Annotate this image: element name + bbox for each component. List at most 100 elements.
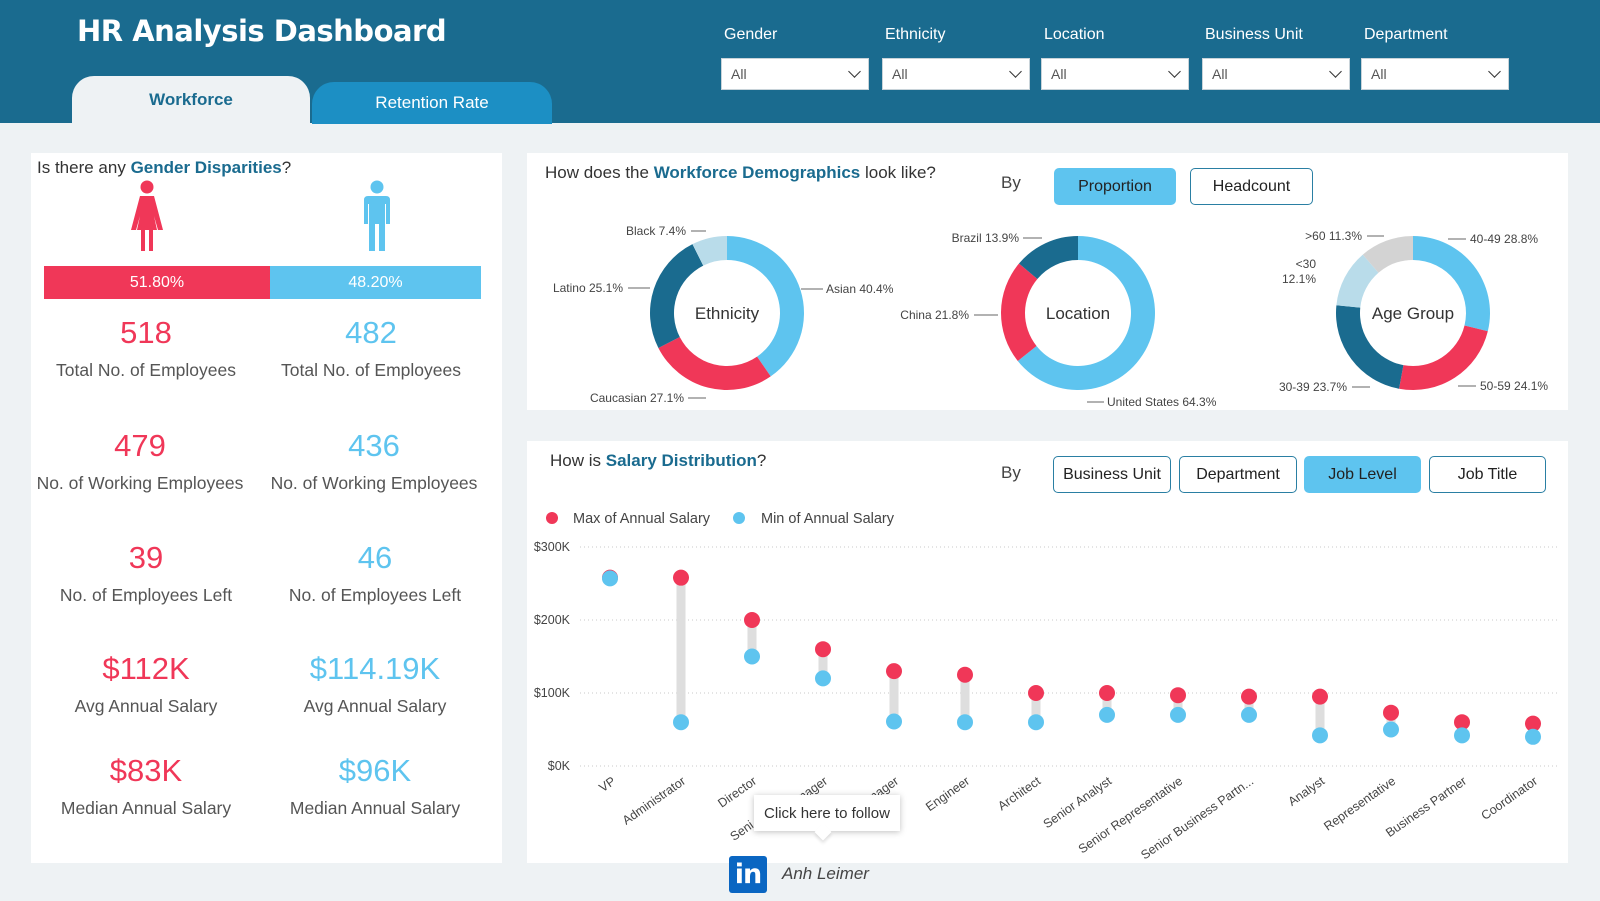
author-name: Anh Leimer <box>782 864 869 883</box>
y-tick-label: $0K <box>548 759 571 773</box>
department-button[interactable]: Department <box>1179 456 1297 493</box>
donut-slice-40-49 <box>1413 236 1490 332</box>
x-tick-label: Engineer <box>923 774 972 814</box>
donut-slice-30-39 <box>1336 305 1404 389</box>
x-tick-label: Director <box>715 774 759 811</box>
min-salary-point <box>1383 721 1399 738</box>
donut-center-label: Ethnicity <box>695 304 760 323</box>
min-salary-point <box>1028 714 1044 731</box>
max-salary-point <box>957 666 973 683</box>
filter-department: Department All <box>1361 26 1509 90</box>
min-salary-point <box>1525 728 1541 745</box>
male-median-salary: $96K Median Annual Salary <box>260 753 490 819</box>
business-unit-dropdown[interactable]: All <box>1202 58 1350 90</box>
slice-label: Brazil 13.9% <box>952 231 1020 245</box>
linkedin-icon[interactable]: in <box>729 856 767 893</box>
stat-value: 482 <box>345 315 397 350</box>
slice-label: Black 7.4% <box>626 224 686 238</box>
follow-tooltip[interactable]: Click here to follow <box>754 795 900 831</box>
tab-retention-rate[interactable]: Retention Rate <box>312 82 552 124</box>
stat-label: Avg Annual Salary <box>74 696 218 716</box>
question-text: ? <box>281 158 292 177</box>
filter-location: Location All <box>1041 26 1189 90</box>
dropdown-value: All <box>731 66 747 82</box>
slice-label: United States 64.3% <box>1107 395 1217 409</box>
stat-label: Total No. of Employees <box>281 360 461 380</box>
by-label: By <box>1001 463 1021 482</box>
stat-label: Avg Annual Salary <box>303 696 447 716</box>
min-salary-point <box>1170 706 1186 723</box>
filter-gender: Gender All <box>721 26 869 90</box>
slice-label: <30 <box>1296 257 1317 271</box>
location-dropdown[interactable]: All <box>1041 58 1189 90</box>
demographics-question: How does the Workforce Demographics look… <box>545 163 936 183</box>
slice-label: China 21.8% <box>900 308 969 322</box>
job-title-button[interactable]: Job Title <box>1429 456 1546 493</box>
headcount-button[interactable]: Headcount <box>1190 168 1313 205</box>
max-salary-point <box>1241 688 1257 705</box>
slice-label: Asian 40.4% <box>826 282 894 296</box>
male-employees-left: 46 No. of Employees Left <box>260 540 490 606</box>
filter-label: Department <box>1364 26 1448 43</box>
max-salary-point <box>1099 685 1115 701</box>
stat-value: 39 <box>128 540 164 575</box>
stat-value: $114.19K <box>309 651 441 686</box>
proportion-button[interactable]: Proportion <box>1054 168 1176 205</box>
donut-slice-china <box>1001 263 1038 361</box>
y-tick-label: $100K <box>534 686 571 700</box>
max-salary-point <box>1312 688 1328 705</box>
male-share-label: 48.20% <box>348 273 403 291</box>
min-salary-point <box>1312 727 1328 744</box>
legend-marker <box>546 512 558 524</box>
x-tick-label: Senior Business Partn... <box>1138 774 1256 862</box>
male-share-bar: 48.20% <box>270 266 481 299</box>
max-salary-point <box>1170 687 1186 704</box>
stat-value: $83K <box>109 753 183 788</box>
salary-question: How is Salary Distribution? <box>550 451 766 471</box>
female-median-salary: $83K Median Annual Salary <box>31 753 261 819</box>
filter-label: Gender <box>724 26 778 43</box>
business-unit-button[interactable]: Business Unit <box>1053 456 1171 493</box>
header-bar: HR Analysis Dashboard Workforce Retentio… <box>0 0 1600 124</box>
filter-label: Ethnicity <box>885 26 946 43</box>
female-share-label: 51.80% <box>129 273 185 291</box>
stat-value: $96K <box>338 753 412 788</box>
department-dropdown[interactable]: All <box>1361 58 1509 90</box>
max-salary-point <box>1525 715 1541 732</box>
donut-slice-brazil <box>1018 236 1078 279</box>
question-text: How does the <box>545 163 654 182</box>
legend-marker <box>733 512 745 524</box>
ethnicity-dropdown[interactable]: All <box>882 58 1030 90</box>
tab-workforce[interactable]: Workforce <box>72 76 310 124</box>
slice-label: 40-49 28.8% <box>1470 232 1538 246</box>
slice-label: 50-59 24.1% <box>1480 379 1548 393</box>
max-salary-point <box>673 569 689 586</box>
stat-value: 436 <box>348 428 400 463</box>
min-salary-point <box>673 714 689 731</box>
male-avg-salary: $114.19K Avg Annual Salary <box>260 651 490 717</box>
min-salary-point <box>1454 727 1470 744</box>
donut-slice--60 <box>1362 236 1413 273</box>
gender-dropdown[interactable]: All <box>721 58 869 90</box>
min-salary-point <box>1099 706 1115 723</box>
stat-value: 479 <box>114 428 166 463</box>
question-text: ? <box>756 451 767 470</box>
stat-label: Total No. of Employees <box>56 360 236 380</box>
max-salary-point <box>1383 704 1399 721</box>
min-salary-point <box>1241 706 1257 723</box>
job-level-button[interactable]: Job Level <box>1304 456 1421 493</box>
stat-value: $112K <box>102 651 190 686</box>
question-highlight: Gender Disparities <box>130 158 282 177</box>
min-salary-point <box>744 648 760 665</box>
donut-center-label: Location <box>1046 304 1110 323</box>
max-salary-point <box>886 663 902 680</box>
slice-label: 12.1% <box>1282 272 1316 286</box>
x-tick-label: Representative <box>1321 774 1398 834</box>
stat-label: No. of Employees Left <box>59 585 233 605</box>
min-salary-point <box>886 713 902 730</box>
stat-label: Median Annual Salary <box>60 798 232 818</box>
donut-slice-united-states <box>1017 236 1155 390</box>
legend-label: Max of Annual Salary <box>573 511 711 527</box>
